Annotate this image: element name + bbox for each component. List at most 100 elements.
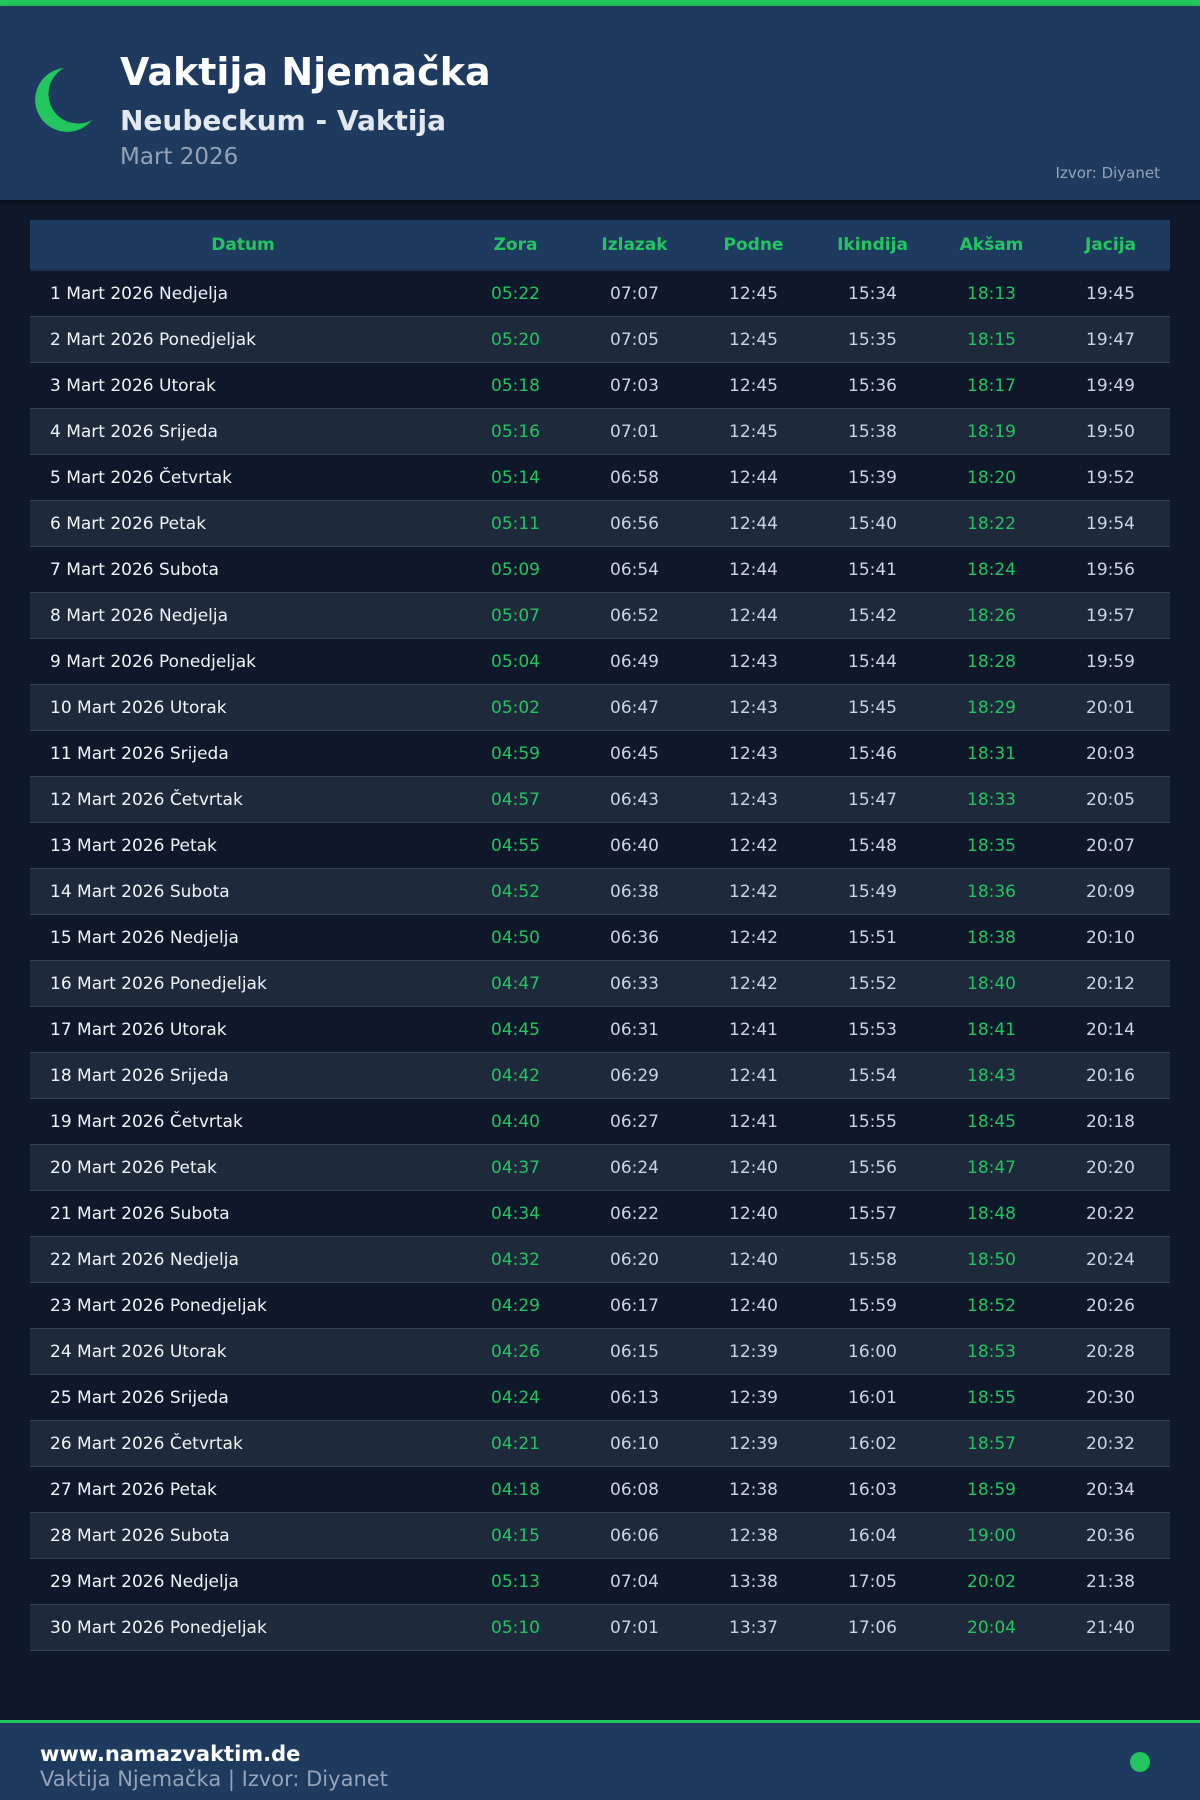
cell-aksam: 18:31 (967, 743, 1016, 764)
cell-izlazak: 06:15 (610, 1341, 659, 1362)
cell-izlazak: 06:06 (610, 1525, 659, 1546)
table-row: 17 Mart 2026 Utorak 04:45 06:31 12:41 15:53 1… (30, 1007, 1170, 1053)
cell-zora: 05:02 (491, 697, 540, 718)
cell-date: 11 Mart 2026 Srijeda (50, 743, 229, 764)
cell-izlazak: 06:33 (610, 973, 659, 994)
cell-podne: 12:40 (729, 1157, 778, 1178)
table-row: 13 Mart 2026 Petak 04:55 06:40 12:42 15:48 18… (30, 823, 1170, 869)
cell-date: 9 Mart 2026 Ponedjeljak (50, 651, 256, 672)
cell-jacija: 20:07 (1086, 835, 1135, 856)
cell-date: 26 Mart 2026 Četvrtak (50, 1433, 243, 1454)
column-header-podne: Podne (723, 234, 784, 255)
cell-podne: 12:42 (729, 927, 778, 948)
cell-izlazak: 06:31 (610, 1019, 659, 1040)
cell-podne: 12:42 (729, 973, 778, 994)
cell-ikindija: 15:55 (848, 1111, 897, 1132)
cell-podne: 12:44 (729, 467, 778, 488)
cell-zora: 05:11 (491, 513, 540, 534)
cell-ikindija: 15:57 (848, 1203, 897, 1224)
page-subtitle: Neubeckum - Vaktija (120, 104, 446, 137)
cell-podne: 12:45 (729, 421, 778, 442)
cell-izlazak: 07:07 (610, 283, 659, 304)
cell-jacija: 19:50 (1086, 421, 1135, 442)
prayer-times-table: Datum Zora Izlazak Podne Ikindija Akšam … (30, 220, 1170, 1651)
cell-date: 6 Mart 2026 Petak (50, 513, 207, 534)
footer-site-link[interactable]: www.namazvaktim.de (40, 1742, 301, 1766)
cell-izlazak: 06:43 (610, 789, 659, 810)
cell-jacija: 19:56 (1086, 559, 1135, 580)
column-header-jacija: Jacija (1085, 234, 1136, 255)
cell-podne: 12:40 (729, 1295, 778, 1316)
cell-izlazak: 07:04 (610, 1571, 659, 1592)
cell-izlazak: 06:58 (610, 467, 659, 488)
cell-jacija: 19:49 (1086, 375, 1135, 396)
cell-date: 15 Mart 2026 Nedjelja (50, 927, 239, 948)
cell-izlazak: 06:20 (610, 1249, 659, 1270)
cell-izlazak: 06:54 (610, 559, 659, 580)
cell-zora: 04:52 (491, 881, 540, 902)
cell-aksam: 20:02 (967, 1571, 1016, 1592)
cell-zora: 04:50 (491, 927, 540, 948)
cell-izlazak: 06:13 (610, 1387, 659, 1408)
cell-aksam: 18:26 (967, 605, 1016, 626)
cell-ikindija: 15:58 (848, 1249, 897, 1270)
cell-ikindija: 15:45 (848, 697, 897, 718)
cell-zora: 04:37 (491, 1157, 540, 1178)
cell-izlazak: 06:36 (610, 927, 659, 948)
cell-aksam: 18:52 (967, 1295, 1016, 1316)
cell-aksam: 18:41 (967, 1019, 1016, 1040)
cell-ikindija: 15:47 (848, 789, 897, 810)
cell-zora: 04:45 (491, 1019, 540, 1040)
table-row: 12 Mart 2026 Četvrtak 04:57 06:43 12:43 15:4… (30, 777, 1170, 823)
cell-aksam: 18:55 (967, 1387, 1016, 1408)
table-row: 1 Mart 2026 Nedjelja 05:22 07:07 12:45 15:34… (30, 271, 1170, 317)
cell-jacija: 20:10 (1086, 927, 1135, 948)
cell-date: 19 Mart 2026 Četvrtak (50, 1111, 243, 1132)
cell-date: 17 Mart 2026 Utorak (50, 1019, 227, 1040)
page-header: Vaktija Njemačka Neubeckum - Vaktija Mar… (0, 6, 1200, 200)
cell-aksam: 18:22 (967, 513, 1016, 534)
table-row: 8 Mart 2026 Nedjelja 05:07 06:52 12:44 15:42… (30, 593, 1170, 639)
cell-aksam: 18:45 (967, 1111, 1016, 1132)
cell-ikindija: 17:05 (848, 1571, 897, 1592)
table-row: 5 Mart 2026 Četvrtak 05:14 06:58 12:44 15:39… (30, 455, 1170, 501)
cell-aksam: 18:43 (967, 1065, 1016, 1086)
cell-zora: 05:14 (491, 467, 540, 488)
cell-jacija: 20:24 (1086, 1249, 1135, 1270)
cell-jacija: 20:36 (1086, 1525, 1135, 1546)
cell-jacija: 20:20 (1086, 1157, 1135, 1178)
cell-izlazak: 06:22 (610, 1203, 659, 1224)
table-row: 4 Mart 2026 Srijeda 05:16 07:01 12:45 15:38 1… (30, 409, 1170, 455)
cell-ikindija: 15:35 (848, 329, 897, 350)
cell-date: 14 Mart 2026 Subota (50, 881, 230, 902)
cell-izlazak: 06:40 (610, 835, 659, 856)
cell-ikindija: 15:34 (848, 283, 897, 304)
cell-jacija: 20:22 (1086, 1203, 1135, 1224)
cell-zora: 05:10 (491, 1617, 540, 1638)
cell-izlazak: 06:24 (610, 1157, 659, 1178)
cell-ikindija: 15:44 (848, 651, 897, 672)
cell-aksam: 18:24 (967, 559, 1016, 580)
cell-podne: 12:41 (729, 1065, 778, 1086)
table-row: 3 Mart 2026 Utorak 05:18 07:03 12:45 15:36 18… (30, 363, 1170, 409)
cell-aksam: 18:48 (967, 1203, 1016, 1224)
column-header-datum: Datum (211, 234, 275, 255)
status-dot-icon (1130, 1752, 1150, 1772)
table-row: 9 Mart 2026 Ponedjeljak 05:04 06:49 12:43 15… (30, 639, 1170, 685)
table-row: 29 Mart 2026 Nedjelja 05:13 07:04 13:38 17:0… (30, 1559, 1170, 1605)
cell-ikindija: 15:40 (848, 513, 897, 534)
cell-ikindija: 15:52 (848, 973, 897, 994)
cell-zora: 04:21 (491, 1433, 540, 1454)
table-row: 15 Mart 2026 Nedjelja 04:50 06:36 12:42 15:5… (30, 915, 1170, 961)
table-row: 23 Mart 2026 Ponedjeljak 04:29 06:17 12:40 1… (30, 1283, 1170, 1329)
table-row: 26 Mart 2026 Četvrtak 04:21 06:10 12:39 16:0… (30, 1421, 1170, 1467)
cell-izlazak: 06:27 (610, 1111, 659, 1132)
cell-aksam: 18:53 (967, 1341, 1016, 1362)
cell-izlazak: 06:38 (610, 881, 659, 902)
cell-zora: 04:24 (491, 1387, 540, 1408)
cell-ikindija: 15:46 (848, 743, 897, 764)
cell-zora: 04:55 (491, 835, 540, 856)
table-row: 30 Mart 2026 Ponedjeljak 05:10 07:01 13:37 1… (30, 1605, 1170, 1651)
cell-zora: 04:32 (491, 1249, 540, 1270)
cell-date: 13 Mart 2026 Petak (50, 835, 217, 856)
